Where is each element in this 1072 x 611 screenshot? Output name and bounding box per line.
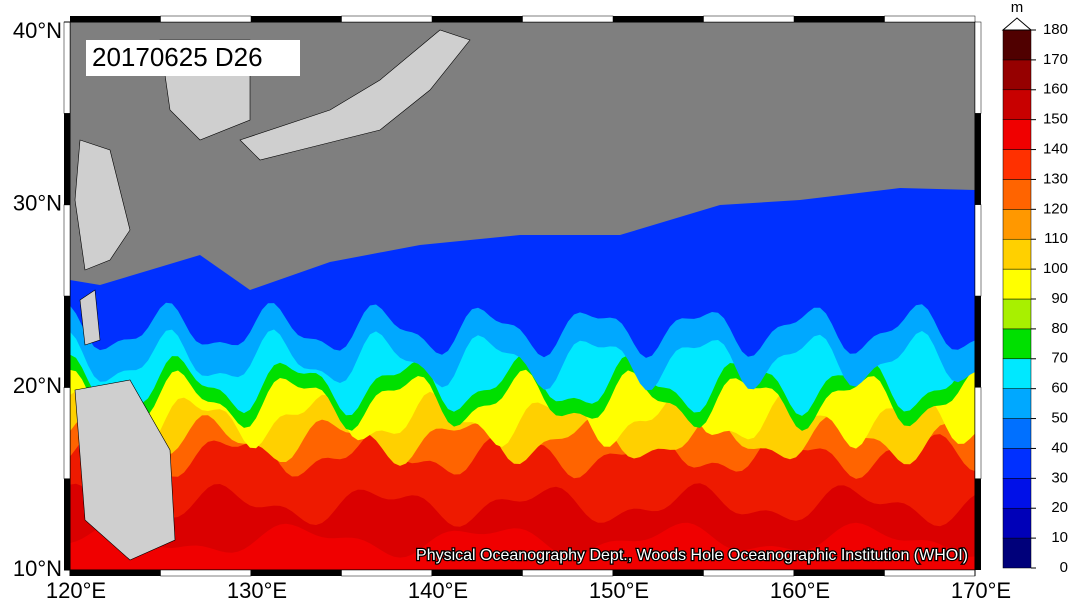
frame-bar	[884, 569, 976, 577]
colorbar-label: 90	[1051, 290, 1068, 307]
colorbar-label: 0	[1060, 559, 1068, 576]
colorbar-segment	[1002, 418, 1032, 449]
frame-bar	[251, 570, 342, 576]
colorbar-label: 50	[1051, 410, 1068, 427]
colorbar-segment	[1002, 209, 1032, 240]
colorbar-segment	[1002, 238, 1032, 270]
credit: Physical Oceanography Dept., Woods Hole …	[416, 547, 968, 564]
colorbar-segment	[1002, 298, 1032, 330]
lat-label: 10°N	[13, 556, 62, 581]
lon-label: 130°E	[227, 578, 287, 603]
colorbar-label: 110	[1044, 230, 1068, 247]
colorbar-segment	[1002, 119, 1032, 150]
frame-bar	[794, 570, 885, 576]
colorbar-segment	[1002, 328, 1032, 360]
colorbar-segment	[1002, 179, 1032, 210]
frame-bar	[613, 570, 704, 576]
colorbar-segment	[1002, 268, 1032, 300]
depth-field	[70, 22, 975, 570]
colorbar-label: 130	[1043, 170, 1068, 187]
colorbar-segment	[1002, 448, 1032, 479]
colorbar-label: 60	[1051, 380, 1068, 397]
colorbar-label: 20	[1051, 499, 1068, 516]
frame-bar	[703, 569, 795, 577]
frame-bar	[160, 15, 252, 23]
frame-bar	[432, 570, 523, 576]
frame-bar	[70, 570, 161, 576]
colorbar-label: 140	[1043, 141, 1068, 158]
frame-bar	[522, 569, 614, 577]
colorbar-label: 120	[1043, 200, 1068, 217]
frame-bar	[63, 204, 71, 297]
colorbar-segment	[1002, 59, 1032, 91]
land	[74, 29, 471, 561]
colorbar-segment	[1002, 507, 1032, 539]
frame-bar	[613, 16, 704, 22]
frame-bar	[974, 204, 982, 297]
frame-bar	[703, 15, 795, 23]
lon-label: 120°E	[46, 578, 106, 603]
colorbar-label: 170	[1043, 51, 1068, 68]
lat-label: 20°N	[13, 373, 62, 398]
colorbar-unit: m	[1011, 0, 1024, 16]
colorbar-segment	[1002, 388, 1032, 419]
colorbar-label: 80	[1051, 320, 1068, 337]
colorbar-label: 10	[1051, 529, 1068, 546]
colorbar-segment	[1002, 29, 1032, 61]
colorbar-segment	[1002, 89, 1032, 120]
frame-bar	[975, 296, 981, 388]
frame-bar	[975, 478, 981, 570]
field-band	[70, 22, 975, 290]
frame-bar	[64, 113, 70, 205]
frame-bar	[341, 569, 433, 577]
frame-bar	[64, 296, 70, 388]
colorbar-label: 150	[1043, 111, 1068, 128]
colorbar-label: 40	[1051, 439, 1068, 456]
colorbar-segment	[1002, 537, 1032, 569]
colorbar-segment	[1002, 358, 1032, 389]
colorbar-label: 100	[1043, 260, 1068, 277]
frame-bar	[160, 569, 252, 577]
frame-bar	[251, 16, 342, 22]
colorbar-segment	[1002, 149, 1032, 180]
title-box	[86, 40, 300, 76]
colorbar-segment	[1002, 478, 1032, 509]
lon-label: 170°E	[951, 578, 1011, 603]
lon-label: 160°E	[770, 578, 830, 603]
lon-label: 140°E	[408, 578, 468, 603]
frame-bar	[974, 21, 982, 114]
frame-bar	[974, 387, 982, 479]
colorbar-label: 70	[1051, 350, 1068, 367]
colorbar-label: 30	[1051, 469, 1068, 486]
colorbar-arrow	[1001, 17, 1033, 31]
frame-bar	[70, 16, 161, 22]
frame-bar	[522, 15, 614, 23]
lat-label: 30°N	[13, 190, 62, 215]
lat-label: 40°N	[13, 18, 62, 43]
frame-bar	[64, 478, 70, 570]
frame-bar	[884, 15, 976, 23]
frame-bar	[63, 387, 71, 479]
frame-bar	[341, 15, 433, 23]
title: 20170625 D26	[92, 42, 263, 72]
lon-label: 150°E	[589, 578, 649, 603]
frame-bar	[794, 16, 885, 22]
colorbar-label: 180	[1043, 21, 1068, 38]
frame-bar	[975, 113, 981, 205]
frame-bar	[432, 16, 523, 22]
frame-bar	[63, 21, 71, 114]
colorbar-label: 160	[1043, 81, 1068, 98]
